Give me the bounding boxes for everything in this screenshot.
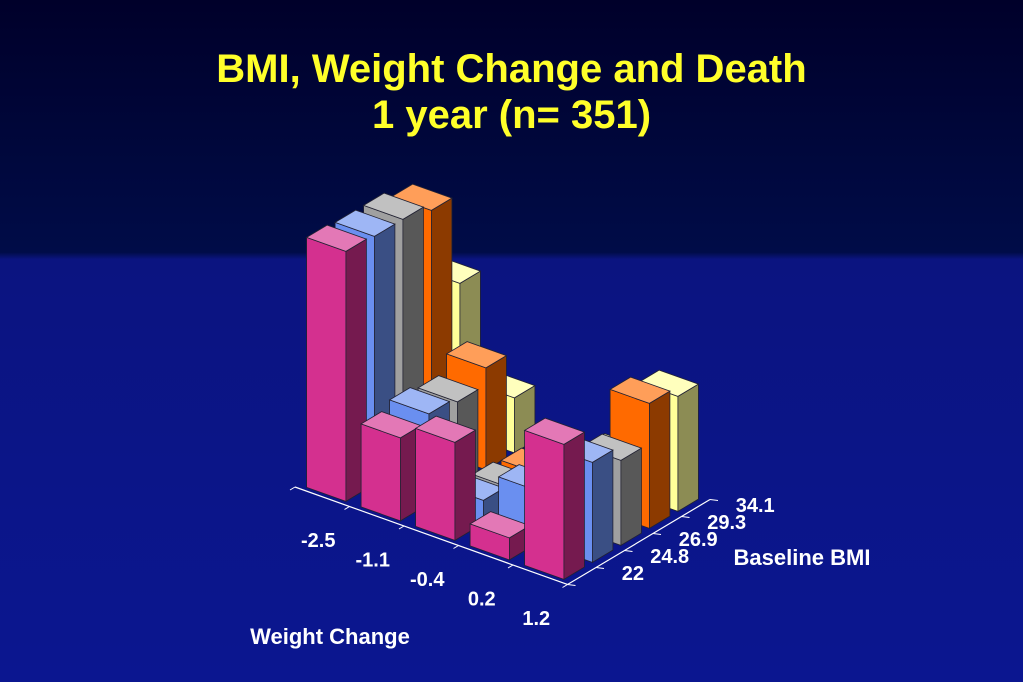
bar-top-face bbox=[305, 224, 368, 252]
chart-title-line2: 1 year (n= 351) bbox=[371, 93, 652, 137]
bar bbox=[305, 224, 368, 503]
bar bbox=[360, 411, 422, 522]
x-axis-tick bbox=[507, 564, 514, 569]
depth-tick-label: 29.3 bbox=[707, 512, 746, 534]
bar bbox=[523, 417, 586, 581]
depth-tick-label: 26.9 bbox=[679, 529, 718, 551]
depth-axis-tick bbox=[595, 567, 605, 569]
bar-front-face bbox=[415, 427, 456, 541]
depth-axis-title: Baseline BMI bbox=[734, 545, 871, 570]
depth-tick-label: 22 bbox=[622, 563, 644, 585]
bar-side-face bbox=[649, 390, 671, 530]
bar-front-face bbox=[360, 423, 401, 522]
x-axis-tick bbox=[562, 584, 568, 588]
depth-axis-tick bbox=[681, 516, 690, 518]
x-tick-label: 1.2 bbox=[522, 608, 550, 630]
x-tick-label: -0.4 bbox=[410, 569, 445, 591]
depth-axis-tick bbox=[709, 499, 719, 501]
bar-front-face bbox=[524, 429, 565, 580]
chart-title-line1: BMI, Weight Change and Death bbox=[216, 47, 807, 91]
chart-floor bbox=[289, 486, 719, 588]
bar-top-face bbox=[609, 376, 671, 404]
depth-tick-label: 34.1 bbox=[736, 495, 775, 517]
x-tick-label: -1.1 bbox=[356, 549, 390, 571]
bar-side-face bbox=[563, 431, 585, 581]
x-tick-label: -2.5 bbox=[301, 530, 335, 552]
bar-top-face bbox=[523, 417, 586, 445]
bar-side-face bbox=[677, 383, 699, 513]
bar-side-face bbox=[485, 354, 507, 471]
bar-top-face bbox=[445, 341, 508, 369]
bar-front-face bbox=[306, 236, 347, 502]
chart-bars bbox=[305, 183, 700, 581]
bar-top-face bbox=[388, 387, 451, 415]
depth-axis-tick bbox=[624, 550, 633, 552]
depth-axis-tick bbox=[567, 584, 576, 586]
bar-side-face bbox=[620, 447, 642, 547]
chart-axis-labels: Weight Change Baseline BMI -2.5 -1.1 -0.4 0… bbox=[250, 495, 870, 649]
bar-top-face bbox=[334, 209, 396, 237]
depth-axis-tick bbox=[652, 533, 662, 535]
x-axis-tick bbox=[398, 525, 405, 530]
x-axis-title: Weight Change bbox=[250, 624, 410, 649]
bar bbox=[414, 415, 477, 542]
bar-top-face bbox=[362, 192, 425, 220]
bar-side-face bbox=[592, 449, 614, 564]
x-axis-tick bbox=[289, 486, 296, 491]
bar-top-face bbox=[417, 375, 479, 403]
x-tick-label: 0.2 bbox=[468, 588, 496, 610]
x-axis-tick bbox=[344, 506, 350, 510]
depth-tick-label: 24.8 bbox=[650, 546, 689, 568]
bar-top-face bbox=[414, 415, 477, 443]
x-axis-tick bbox=[453, 545, 459, 549]
